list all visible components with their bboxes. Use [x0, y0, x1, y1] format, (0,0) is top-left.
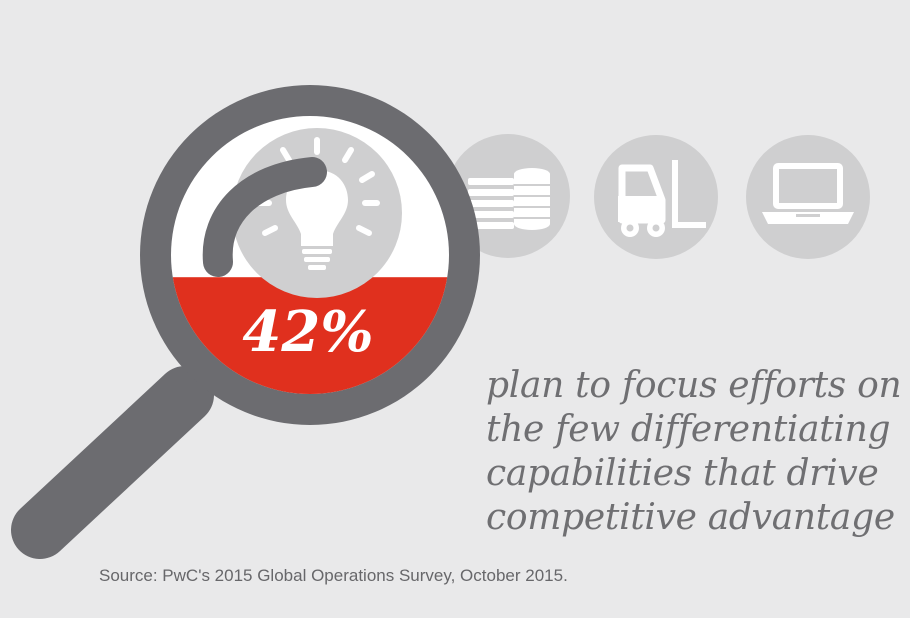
statement-line: capabilities that drive	[486, 453, 879, 494]
percent-value: 42%	[242, 299, 373, 365]
source-note: Source: PwC's 2015 Global Operations Sur…	[99, 566, 568, 585]
lightbulb-icon	[232, 128, 402, 298]
laptop-icon	[746, 135, 870, 259]
statement-line: competitive advantage	[486, 497, 895, 538]
magnifying-glass-icon: 42%	[11, 85, 480, 559]
statement-line: the few differentiating	[486, 409, 891, 450]
statement-text: plan to focus efforts on the few differe…	[486, 364, 902, 540]
statement-line: plan to focus efforts on	[486, 365, 902, 406]
forklift-icon	[594, 135, 718, 259]
